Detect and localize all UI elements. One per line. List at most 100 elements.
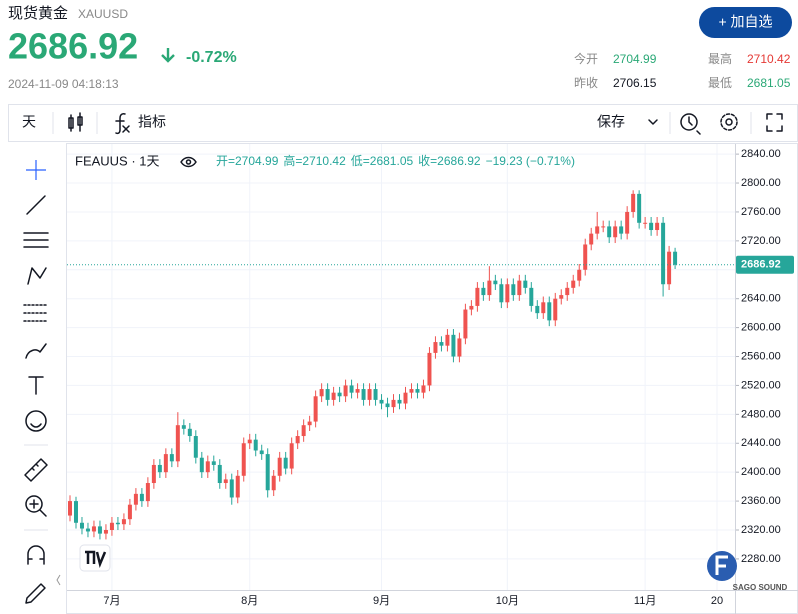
candle-body: [277, 457, 282, 476]
candle-body: [673, 251, 678, 265]
stat-value: 2704.99: [613, 52, 657, 66]
legend-value: −19.23 (−0.71%): [486, 154, 575, 168]
y-tick-label: 2520.00: [741, 379, 781, 391]
candle-body: [631, 193, 636, 212]
magnet-tool[interactable]: [27, 545, 45, 565]
pattern-tool[interactable]: [27, 267, 47, 285]
y-tick-label: 2560.00: [741, 350, 781, 362]
button-label[interactable]: + 加自选: [718, 14, 772, 30]
y-tick-label: 2320.00: [741, 524, 781, 536]
candle-body: [319, 389, 324, 397]
candle-body: [451, 334, 456, 357]
candle-body: [637, 193, 642, 223]
candle-body: [373, 389, 378, 400]
button-bg[interactable]: [699, 7, 792, 38]
candle-body: [121, 519, 126, 525]
brush-tool[interactable]: [25, 343, 47, 359]
zoom-tool[interactable]: [25, 495, 47, 517]
stat-label: 昨收: [574, 76, 598, 90]
candle-body: [367, 389, 372, 400]
save-menu[interactable]: [648, 119, 658, 125]
candle-body: [445, 334, 450, 346]
watermark: SAGO SOUND: [733, 583, 788, 592]
fullscreen-button[interactable]: [766, 113, 783, 132]
interval-button[interactable]: 天: [22, 114, 36, 130]
watermark-logo: [707, 551, 737, 581]
y-tick-label: 2480.00: [741, 408, 781, 420]
chart-frame: [66, 143, 798, 614]
candle-body: [313, 396, 318, 422]
x-tick-label: 9月: [373, 595, 390, 607]
candle-body: [325, 389, 330, 400]
candle-body: [535, 305, 540, 314]
tool-sidebar: [23, 160, 61, 604]
candle-body: [667, 251, 672, 285]
candle-body: [379, 399, 384, 404]
candle-body: [457, 338, 462, 357]
add-watchlist-button[interactable]: + 加自选: [699, 7, 792, 38]
candle-body: [529, 287, 534, 306]
y-tick-label: 2840.00: [741, 148, 781, 160]
y-tick-label: 2640.00: [741, 293, 781, 305]
candle-body: [559, 295, 564, 299]
candle-body: [391, 399, 396, 408]
candle-body: [259, 450, 264, 455]
y-tick-label: 2720.00: [741, 235, 781, 247]
price: 2686.92: [8, 26, 138, 67]
candle-body: [211, 461, 216, 465]
trendline-tool[interactable]: [26, 195, 46, 215]
tradingview-logo: [79, 544, 111, 572]
y-tick-label: 2360.00: [741, 495, 781, 507]
alert-button[interactable]: [680, 113, 701, 135]
candle-body: [103, 530, 108, 534]
emoji-tool[interactable]: [25, 410, 47, 432]
candle-body: [547, 302, 552, 321]
eye-icon[interactable]: [180, 156, 197, 168]
candle-body: [601, 226, 606, 228]
candle-body: [175, 425, 180, 462]
legend-symbol: FEAUUS · 1天: [75, 153, 160, 168]
horizontal-tool[interactable]: [23, 232, 49, 248]
candle-body: [355, 389, 360, 393]
candle-body: [361, 389, 366, 400]
x-tick-label: 8月: [241, 595, 258, 607]
y-tick-label: 2280.00: [741, 553, 781, 565]
lock-tool[interactable]: [25, 583, 46, 604]
candle-body: [349, 385, 354, 393]
ruler-tool[interactable]: [24, 458, 48, 482]
candle-body: [583, 244, 588, 270]
y-tick-label: 2760.00: [741, 206, 781, 218]
chart-type-button[interactable]: [68, 112, 83, 132]
candle-body: [589, 233, 594, 245]
y-tick-label: 2600.00: [741, 322, 781, 334]
legend-value: 低=2681.05: [351, 154, 414, 168]
candle-body: [433, 342, 438, 353]
candle-body: [403, 392, 408, 404]
candle-body: [493, 280, 498, 285]
candle-body: [199, 457, 204, 473]
text-tool[interactable]: [28, 376, 44, 395]
candle-body: [271, 475, 276, 491]
candle-body: [463, 309, 468, 339]
last-price-tag: [736, 255, 794, 274]
collapse-toggle[interactable]: [56, 574, 61, 586]
stat-label: 今开: [574, 51, 598, 66]
candle-body: [565, 287, 570, 296]
change-percent: -0.72%: [186, 49, 237, 66]
save-button[interactable]: 保存: [597, 114, 625, 130]
legend-values: 开=2704.99 高=2710.42 低=2681.05 收=2686.92 −19.…: [216, 153, 575, 168]
candle-body: [247, 439, 252, 444]
fib-tool[interactable]: [23, 304, 49, 322]
y-tick-label: 2400.00: [741, 466, 781, 478]
candle-body: [643, 222, 648, 224]
candle-body: [163, 454, 168, 473]
fx-icon[interactable]: [115, 113, 130, 135]
crosshair-tool[interactable]: [26, 160, 46, 180]
indicators-button[interactable]: 指标: [138, 114, 166, 130]
settings-button[interactable]: [720, 113, 738, 131]
y-tick-label: 2800.00: [741, 177, 781, 189]
candle-body: [151, 464, 156, 484]
toolbar: [8, 104, 798, 142]
candle-body: [145, 483, 150, 502]
candle-body: [541, 302, 546, 314]
